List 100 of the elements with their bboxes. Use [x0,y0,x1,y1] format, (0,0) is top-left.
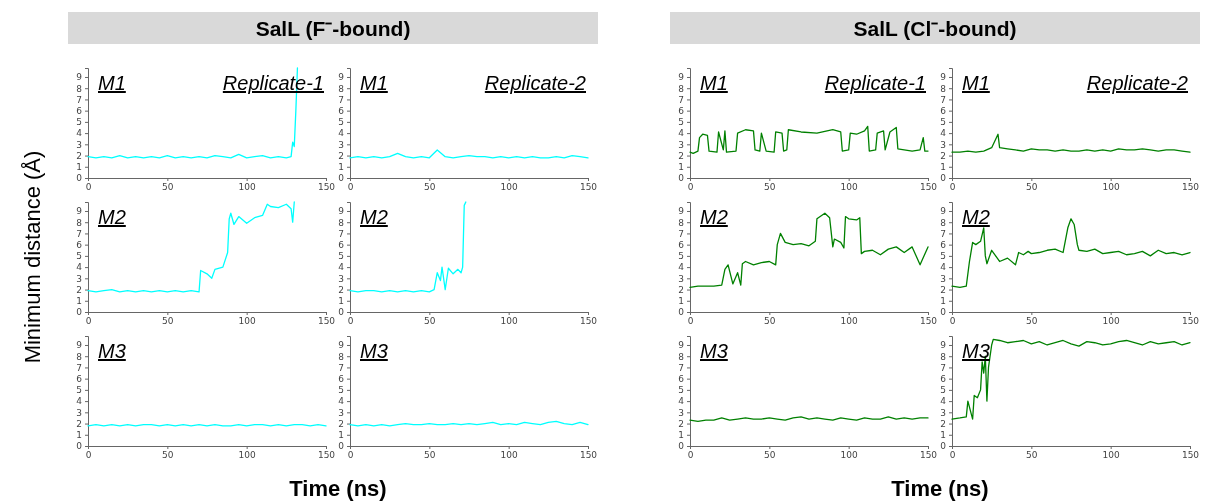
x-tick-label: 50 [162,182,174,193]
annotation: M1 [98,72,126,94]
line-series [349,149,589,159]
y-tick-label: 1 [338,296,344,307]
y-tick-label: 2 [678,418,684,429]
y-tick-label: 0 [76,441,83,452]
y-tick-label: 3 [76,407,82,418]
x-tick-label: 0 [85,450,92,461]
x-axis-title: Time (ns) [289,476,387,501]
y-tick-label: 8 [76,217,83,228]
x-tick-label: 50 [1026,450,1038,461]
annotation: M3 [360,340,388,362]
y-tick-label: 8 [338,83,345,94]
y-tick-label: 3 [940,139,946,150]
y-tick-label: 5 [338,251,344,262]
annotation: M3 [98,340,126,362]
annotation: M2 [98,206,126,228]
y-tick-label: 0 [678,441,685,452]
y-tick-label: 3 [940,273,946,284]
x-tick-label: 50 [162,450,174,461]
y-tick-label: 5 [940,117,946,128]
y-tick-label: 4 [76,262,83,273]
y-tick-label: 6 [76,106,83,117]
x-tick-label: 0 [687,316,694,327]
y-tick-label: 5 [338,117,344,128]
annotation: M3 [962,340,990,362]
y-tick-label: 7 [940,362,946,373]
x-tick-label: 150 [1181,450,1200,461]
y-tick-label: 5 [678,117,684,128]
y-tick-label: 4 [940,396,947,407]
y-tick-label: 8 [338,351,345,362]
y-tick-label: 6 [940,240,947,251]
y-tick-label: 4 [940,128,947,139]
y-tick-label: 4 [678,262,685,273]
x-tick-label: 50 [764,316,776,327]
annotation: M2 [962,206,990,228]
y-tick-label: 9 [76,72,83,83]
y-tick-label: 3 [338,407,344,418]
x-tick-label: 0 [347,450,354,461]
y-tick-label: 1 [940,162,946,173]
y-tick-label: 0 [678,307,685,318]
y-tick-label: 1 [76,162,82,173]
y-tick-label: 2 [338,418,344,429]
x-tick-label: 50 [1026,182,1038,193]
x-tick-label: 150 [317,316,336,327]
y-tick-label: 1 [76,296,82,307]
y-tick-label: 1 [338,430,344,441]
y-tick-label: 7 [76,362,82,373]
x-tick-label: 150 [1181,316,1200,327]
annotation: M1 [700,72,728,94]
y-tick-label: 3 [338,273,344,284]
x-tick-label: 100 [1102,182,1121,193]
x-tick-label: 150 [317,450,336,461]
y-tick-label: 3 [338,139,344,150]
y-tick-label: 2 [76,284,82,295]
y-tick-label: 3 [940,407,946,418]
y-tick-label: 4 [678,396,685,407]
y-tick-label: 5 [76,385,82,396]
y-tick-label: 7 [76,94,82,105]
x-tick-label: 100 [1102,450,1121,461]
y-tick-label: 2 [940,284,946,295]
y-tick-label: 1 [940,296,946,307]
y-tick-label: 1 [678,162,684,173]
y-tick-label: 6 [940,374,947,385]
y-tick-label: 4 [678,128,685,139]
y-tick-label: 6 [678,106,685,117]
y-tick-label: 7 [76,228,82,239]
x-tick-label: 100 [840,450,859,461]
x-tick-label: 150 [919,316,938,327]
line-series [689,125,929,154]
y-axis-title: Minimum distance (Å) [20,150,45,364]
y-tick-label: 7 [678,94,684,105]
y-tick-label: 4 [338,396,345,407]
x-tick-label: 100 [500,450,519,461]
y-tick-label: 2 [338,150,344,161]
chart-title: SalL (F⁻-bound) [255,17,411,40]
y-tick-label: 6 [338,106,345,117]
x-tick-label: 0 [949,182,956,193]
x-tick-label: 150 [579,182,598,193]
y-tick-label: 5 [76,251,82,262]
y-tick-label: 1 [338,162,344,173]
y-tick-label: 7 [678,228,684,239]
annotation: Replicate-2 [1086,72,1188,94]
y-tick-label: 8 [940,351,947,362]
x-tick-label: 0 [85,182,92,193]
x-tick-label: 100 [238,450,257,461]
annotation: Replicate-1 [824,72,926,94]
annotation: M2 [700,206,728,228]
y-tick-label: 2 [76,150,82,161]
x-tick-label: 50 [424,450,436,461]
x-tick-label: 50 [162,316,174,327]
y-tick-label: 4 [76,128,83,139]
y-tick-label: 8 [76,351,83,362]
y-tick-label: 4 [338,128,345,139]
annotation: Replicate-2 [484,72,586,94]
x-tick-label: 150 [1181,182,1200,193]
y-tick-label: 3 [678,273,684,284]
x-tick-label: 100 [238,316,257,327]
annotation: M1 [962,72,990,94]
y-tick-label: 5 [678,251,684,262]
